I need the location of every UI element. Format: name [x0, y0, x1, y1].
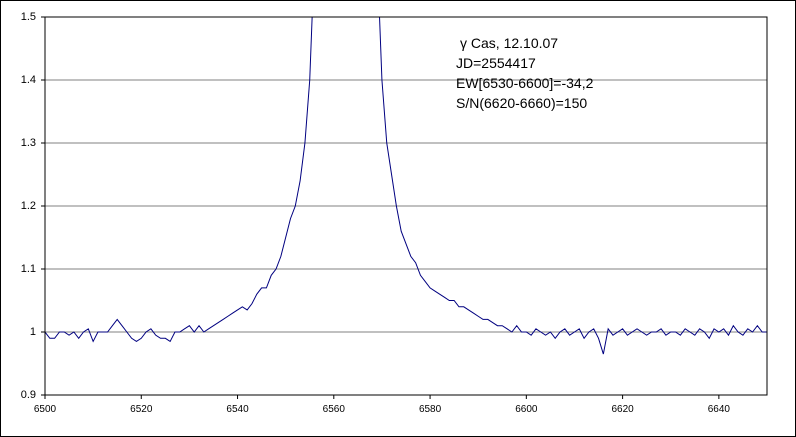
y-tick-label: 1.3	[21, 137, 36, 149]
y-tick-label: 1	[30, 326, 36, 338]
annotation: γ Cas, 12.10.07	[460, 35, 558, 51]
y-tick-label: 0.9	[21, 389, 36, 401]
x-tick-label: 6540	[226, 404, 249, 415]
spectrum-line	[45, 17, 767, 355]
plot-border	[44, 16, 768, 396]
x-tick-label: 6520	[130, 404, 153, 415]
y-tick-label: 1.2	[21, 200, 36, 212]
x-tick-label: 6580	[419, 404, 442, 415]
annotation: EW[6530-6600]=-34,2	[456, 75, 594, 91]
x-tick-label: 6560	[323, 404, 346, 415]
annotation: JD=2554417	[456, 55, 536, 71]
x-tick-label: 6600	[515, 404, 538, 415]
y-tick-label: 1.1	[21, 263, 36, 275]
x-tick-label: 6500	[34, 404, 57, 415]
x-tick-label: 6640	[708, 404, 731, 415]
x-tick-label: 6620	[611, 404, 634, 415]
annotation: S/N(6620-6660)=150	[456, 95, 587, 111]
y-tick-label: 1.4	[21, 74, 36, 86]
y-tick-label: 1.5	[21, 11, 36, 23]
